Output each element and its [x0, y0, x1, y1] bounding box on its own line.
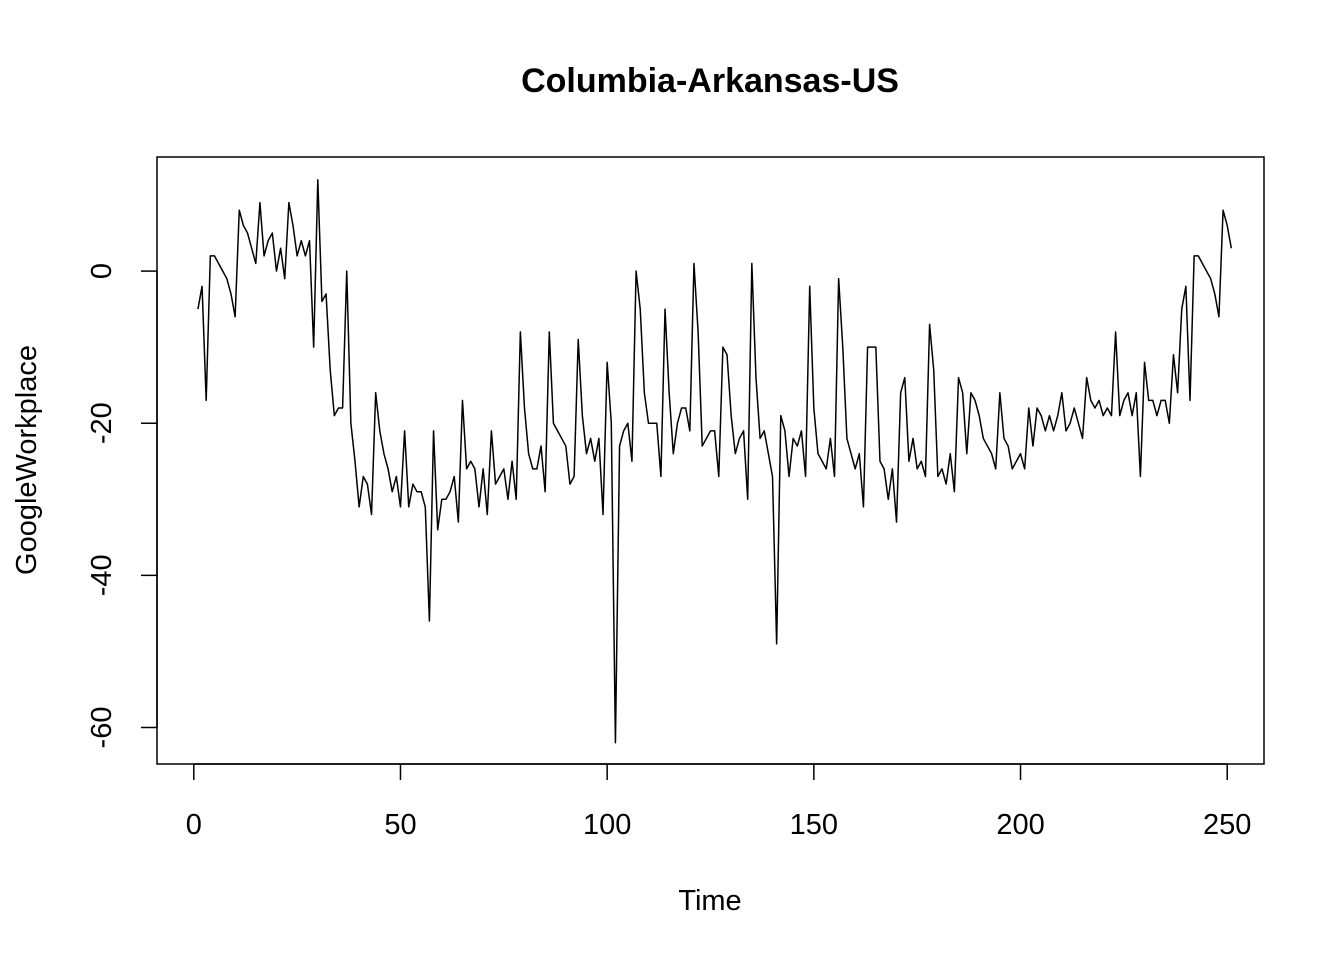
y-tick-label: -40 — [86, 554, 118, 596]
x-tick-label: 0 — [186, 809, 202, 841]
x-tick-label: 50 — [384, 809, 416, 841]
y-tick-label: 0 — [86, 263, 118, 279]
plot-frame — [156, 156, 1265, 765]
x-tick-label: 200 — [996, 809, 1044, 841]
y-axis-label: GoogleWorkplace — [11, 345, 43, 575]
y-axis: 0 -20 -40 -60 — [86, 263, 158, 749]
chart-title: Columbia-Arkansas-US — [521, 62, 899, 100]
x-tick-label: 250 — [1203, 809, 1251, 841]
series-line — [197, 179, 1233, 744]
x-axis: 0 50 100 150 200 250 — [186, 763, 1251, 841]
x-axis-label: Time — [678, 885, 741, 917]
x-tick-label: 150 — [790, 809, 838, 841]
y-tick-label: -60 — [86, 707, 118, 749]
x-tick-label: 100 — [583, 809, 631, 841]
y-tick-label: -20 — [86, 402, 118, 444]
